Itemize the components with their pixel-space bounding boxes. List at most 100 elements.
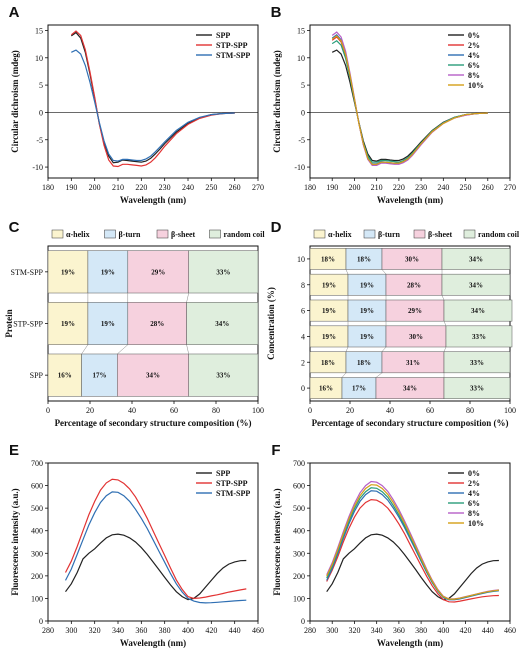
x-axis-label: Wavelength (nm) [120, 638, 186, 648]
panel-label-e: E [9, 442, 19, 459]
bar-value-label: 29% [408, 307, 422, 315]
x-tick-label: 180 [304, 183, 316, 192]
x-tick-label: 440 [229, 626, 241, 635]
bar-value-label: 34% [146, 372, 160, 380]
panel-label-c: C [9, 219, 20, 236]
y-tick-label: 300 [31, 549, 43, 558]
legend-label: STM-SPP [216, 51, 250, 60]
x-tick-label: 240 [437, 183, 449, 192]
legend-label: 6% [468, 61, 480, 70]
legend-label: α-helix [328, 230, 352, 239]
y-tick-label: 0 [39, 108, 43, 117]
y-tick-label: 0 [39, 617, 43, 626]
bar-segment [188, 353, 259, 397]
x-tick-label: 320 [89, 626, 101, 635]
legend-label: β-turn [378, 230, 401, 239]
legend-label: 4% [468, 489, 480, 498]
legend-label: SPP [216, 469, 230, 478]
y-tick-label: 15 [297, 26, 305, 35]
x-tick-label: 80 [466, 406, 474, 415]
legend-label: STM-SPP [216, 489, 250, 498]
y-tick-label: 700 [31, 459, 43, 468]
bar-value-label: 33% [470, 385, 484, 393]
bar-value-label: 34% [215, 320, 229, 328]
legend-label: 8% [468, 71, 480, 80]
y-tick-label: 0 [301, 384, 305, 393]
x-tick-label: 460 [504, 626, 516, 635]
legend-label: random coil [224, 230, 266, 239]
bar-value-label: 19% [360, 281, 374, 289]
bar-value-label: 17% [92, 372, 106, 380]
x-tick-label: 200 [348, 183, 360, 192]
legend-label: β-sheet [428, 230, 453, 239]
x-tick-label: 230 [415, 183, 427, 192]
bar-value-label: 18% [357, 255, 371, 263]
legend-label: 6% [468, 499, 480, 508]
x-tick-label: 180 [42, 183, 54, 192]
y-tick-label: -5 [298, 136, 305, 145]
bar-value-label: 33% [470, 359, 484, 367]
bar-value-label: 28% [150, 320, 164, 328]
connector-line [186, 344, 189, 355]
y-tick-label: 100 [293, 594, 305, 603]
x-tick-label: 20 [346, 406, 354, 415]
panel-label-b: B [271, 4, 282, 21]
bar-value-label: 18% [357, 359, 371, 367]
series-line-4pct [331, 33, 488, 165]
y-tick-label: STP-SPP [13, 320, 43, 329]
legend-swatch [413, 229, 426, 239]
y-tick-label: -10 [32, 163, 43, 172]
legend-label: 10% [468, 519, 484, 528]
legend-swatch [104, 229, 116, 239]
y-axis-label: Fluorescence intensity (a.u.) [272, 488, 282, 595]
bar-value-label: 30% [405, 255, 419, 263]
panel-label-d: D [271, 219, 282, 236]
x-tick-label: 40 [386, 406, 394, 415]
connector-line [345, 346, 349, 352]
x-tick-label: 80 [212, 406, 220, 415]
connector-line [186, 292, 189, 303]
bar-value-label: 34% [403, 385, 417, 393]
x-tick-label: 420 [205, 626, 217, 635]
panel-a: A 180 190 200 210 220 230 240 250 260 270 -10 -5 0 5 10… [9, 4, 264, 205]
bar-value-label: 19% [101, 320, 115, 328]
bar-value-label: 34% [471, 307, 485, 315]
y-tick-label: SPP [30, 371, 44, 380]
x-tick-label: 60 [426, 406, 434, 415]
bar-segment [443, 351, 511, 374]
connector-line [375, 372, 383, 378]
plot-frame [47, 462, 259, 622]
bar-value-label: 19% [61, 320, 75, 328]
legend-label: 2% [468, 41, 480, 50]
legend-label: β-turn [119, 230, 142, 239]
y-tick-label: 10 [297, 255, 305, 264]
bar-value-label: 31% [406, 359, 420, 367]
x-tick-label: 260 [229, 183, 241, 192]
bar-value-label: 18% [321, 255, 335, 263]
bar-segment [87, 250, 129, 294]
bar-value-label: 19% [360, 333, 374, 341]
legend-label: 10% [468, 81, 484, 90]
x-tick-label: 60 [170, 406, 178, 415]
y-tick-label: 100 [31, 594, 43, 603]
x-tick-label: 40 [128, 406, 136, 415]
x-tick-label: 100 [252, 406, 264, 415]
y-tick-label: 400 [293, 527, 305, 536]
connector-line [441, 295, 445, 301]
x-tick-label: 380 [159, 626, 171, 635]
y-tick-label: STM-SPP [11, 268, 44, 277]
legend-label: 0% [468, 469, 480, 478]
x-tick-label: 320 [348, 626, 360, 635]
y-tick-label: 4 [301, 332, 305, 341]
y-tick-label: 500 [293, 504, 305, 513]
x-tick-label: 300 [65, 626, 77, 635]
x-tick-label: 220 [135, 183, 147, 192]
x-tick-label: 340 [112, 626, 124, 635]
legend-label: 8% [468, 509, 480, 518]
bar-value-label: 19% [322, 307, 336, 315]
series-line-10pct [326, 484, 499, 600]
x-tick-label: 400 [182, 626, 194, 635]
bar-value-label: 28% [407, 281, 421, 289]
